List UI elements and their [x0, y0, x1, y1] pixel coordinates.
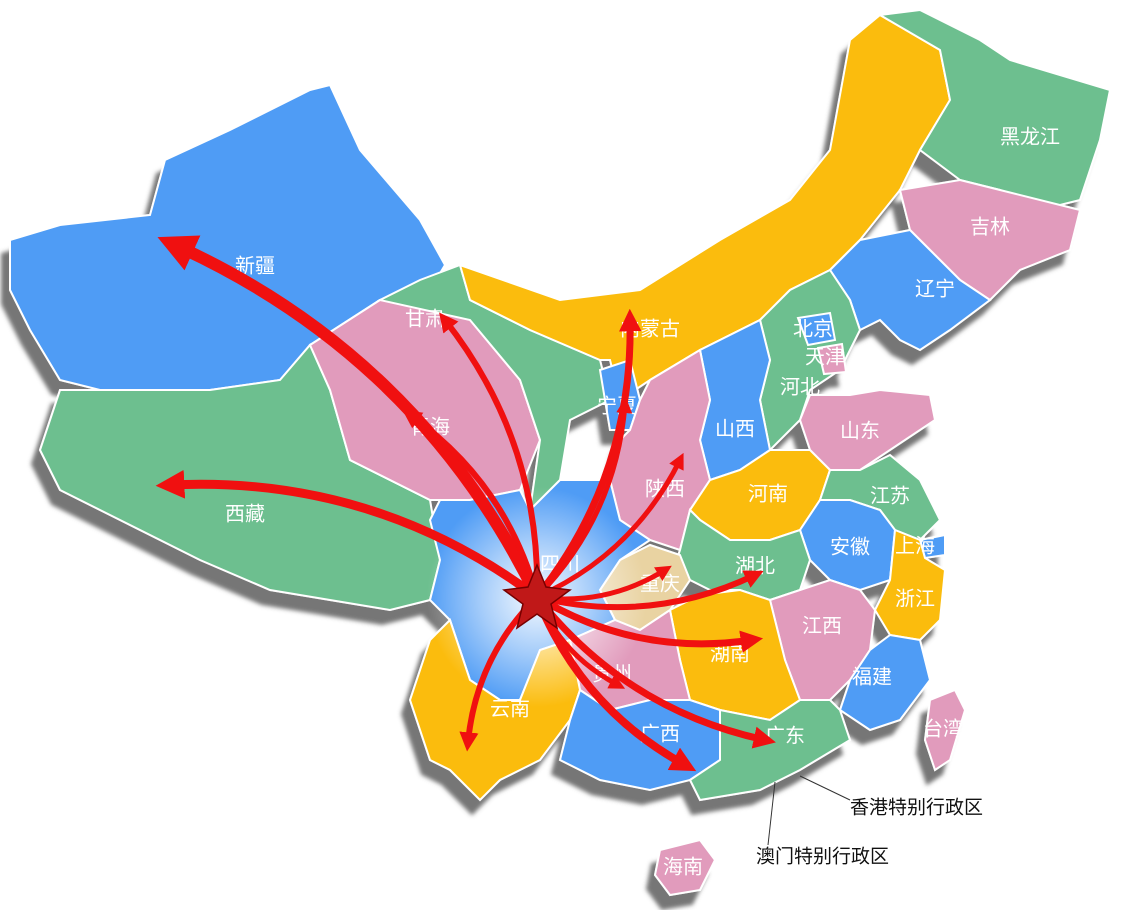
annotation: 香港特别行政区 [850, 797, 983, 819]
province [458, 13, 952, 402]
arrow [534, 570, 764, 611]
province [873, 528, 947, 642]
province [796, 311, 837, 347]
province [688, 699, 852, 802]
province-label: 海南 [663, 855, 703, 879]
province [668, 508, 812, 602]
leader-line [767, 781, 776, 846]
province-label: 浙江 [895, 587, 935, 611]
province [923, 688, 967, 772]
arrow [439, 312, 541, 600]
province-label: 江西 [802, 614, 842, 638]
province-label: 辽宁 [915, 277, 955, 301]
arrow [534, 397, 633, 600]
province-label: 上海 [895, 534, 935, 558]
province-label: 台湾 [923, 717, 963, 741]
arrow [533, 308, 642, 601]
arrow [157, 235, 543, 603]
province-label: 北京 [793, 317, 833, 341]
province-label: 广东 [765, 724, 805, 748]
arrows [155, 235, 776, 772]
province-label: 黑龙江 [1000, 125, 1060, 149]
province-label: 吉林 [970, 215, 1010, 239]
province-label: 河北 [780, 375, 820, 399]
arrow [402, 409, 540, 600]
arrow [534, 452, 684, 600]
province [653, 838, 717, 897]
arrow [533, 593, 697, 772]
province-label: 宁夏 [597, 394, 637, 418]
province-label: 福建 [852, 665, 892, 689]
provinces [9, 8, 1112, 897]
province-label: 安徽 [830, 535, 870, 559]
province [816, 342, 848, 376]
province-label: 西藏 [225, 502, 265, 526]
province-label: 山西 [715, 417, 755, 441]
arrow [533, 593, 764, 653]
province-label: 河南 [748, 482, 788, 506]
leader-line [799, 775, 851, 801]
province [838, 633, 932, 732]
arrow [155, 469, 542, 602]
arrow [533, 593, 776, 749]
province-label: 甘肃 [405, 307, 445, 331]
province-label: 天津 [805, 345, 845, 369]
province-label: 山东 [840, 419, 880, 443]
star [502, 563, 572, 630]
annotation: 澳门特别行政区 [756, 846, 889, 868]
province-label: 江苏 [870, 484, 910, 508]
